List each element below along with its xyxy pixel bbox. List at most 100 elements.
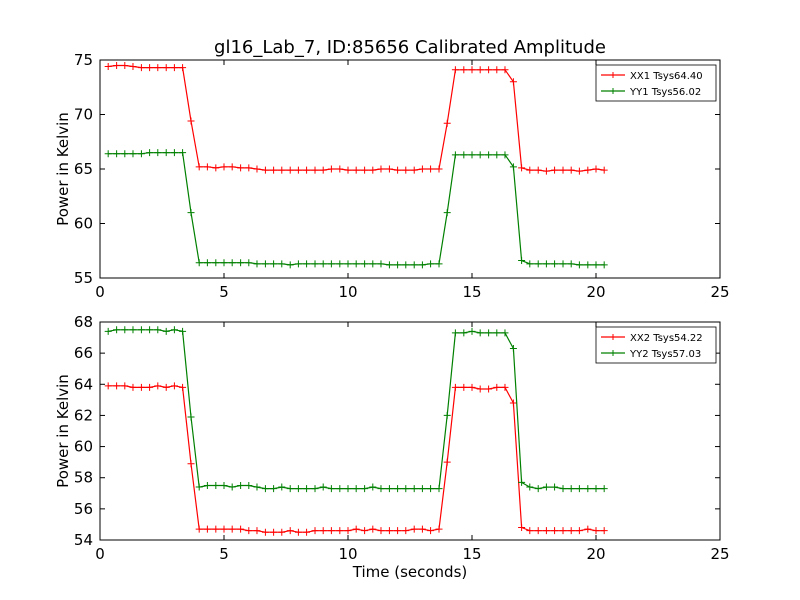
panel-1-series-1-point <box>584 166 592 174</box>
panel-1-series-1-point <box>493 66 501 74</box>
panel-1-series-1-point <box>146 64 154 72</box>
panel-2-series-1-point <box>518 524 526 532</box>
panel-2-series-2-point <box>551 483 559 491</box>
panel-2-series-2-point <box>187 413 195 421</box>
panel-1-series-2-point <box>542 260 550 268</box>
panel-2-series-1-point <box>485 385 493 393</box>
panel-2-series-2-point <box>476 329 484 337</box>
panel-1-series-1-point <box>104 63 112 71</box>
panel-1-series-2-point <box>237 259 245 267</box>
panel-1-series-1-point <box>410 166 418 174</box>
panel-2-series-1-point <box>104 382 112 390</box>
panel-2-series-2-point <box>485 329 493 337</box>
panel-1-legend-box <box>595 64 717 102</box>
panel-2-series-2-point <box>344 485 352 493</box>
panel-1-series-2-point <box>253 260 261 268</box>
panel-1-series-1-point <box>154 64 162 72</box>
panel-1-series-2-point <box>146 149 154 157</box>
panel-1-series-2-point <box>592 261 600 269</box>
panel-2-series-2-point <box>584 485 592 493</box>
panel-1-series-1-point <box>377 165 385 173</box>
panel-2-y-tick-label: 64 <box>74 375 93 393</box>
panel-1-series-1-point <box>567 166 575 174</box>
panel-2-series-2-point <box>104 327 112 335</box>
panel-1-series-2-point <box>319 260 327 268</box>
panel-1-legend-label-2: YY1 Tsys56.02 <box>629 87 701 98</box>
panel-2-y-tick-label: 60 <box>74 438 93 456</box>
panel-2-series-2-point <box>468 327 476 335</box>
panel-1-series-2-point <box>377 260 385 268</box>
panel-2-series-1-point <box>129 383 137 391</box>
panel-1-series-1-point <box>518 164 526 172</box>
panel-1-series-2-point <box>361 260 369 268</box>
panel-2-series-2-point <box>361 485 369 493</box>
panel-2-series-1-point <box>311 527 319 535</box>
panel-1-legend-marker-1 <box>610 72 616 78</box>
panel-1-series-2-point <box>460 151 468 159</box>
panel-1-series-1-point <box>575 167 583 175</box>
panel-1-series-1-point <box>303 166 311 174</box>
panel-1-series-1-point <box>270 166 278 174</box>
panel-2-series-2-point <box>509 344 517 352</box>
panel-2-series-1-point <box>501 383 509 391</box>
top-panel-xx1-yy1: 0 5 10 15 20 25 55 60 65 70 75 Power in Kelvin XX1 T… <box>54 51 730 301</box>
panel-1-y-tick-label: 70 <box>74 106 93 124</box>
panel-1-x-tick-label: 25 <box>710 283 729 301</box>
panel-1-series-1-point <box>278 166 286 174</box>
panel-1-series-1-point <box>460 66 468 74</box>
panel-2-series-2-point <box>113 326 121 334</box>
panel-1-series-2-point <box>220 259 228 267</box>
panel-2-series-1-point <box>113 382 121 390</box>
panel-1-series-1-point <box>542 167 550 175</box>
panel-2-series-1-point <box>146 383 154 391</box>
panel-1-series-2-point <box>203 259 211 267</box>
panel-1-series-1-point <box>551 166 559 174</box>
panel-2-x-tick-label: 5 <box>219 545 229 563</box>
panel-1-series-2-point <box>129 150 137 158</box>
panel-2-series-1-point <box>319 527 327 535</box>
panel-2-series-1-point <box>195 525 203 533</box>
panel-2-series-2-point <box>137 326 145 334</box>
panel-1-series-2-point <box>294 260 302 268</box>
panel-2-series-1-point <box>369 525 377 533</box>
panel-2-series-2-point <box>501 329 509 337</box>
panel-2-series-1-point <box>468 383 476 391</box>
panel-1-series-2-point <box>170 149 178 157</box>
panel-2-y-tick-label: 68 <box>74 313 93 331</box>
panel-2-series-2-point <box>162 327 170 335</box>
panel-2-series-1-point <box>534 527 542 535</box>
panel-2-series-2-point <box>170 326 178 334</box>
panel-1-series-1-point <box>336 165 344 173</box>
panel-2-series-1-point <box>592 527 600 535</box>
panel-1-series-1-point <box>427 165 435 173</box>
panel-2-series-1-point <box>187 460 195 468</box>
panel-1-x-tick-label: 10 <box>338 283 357 301</box>
panel-1-series-1-point <box>121 61 129 69</box>
figure-title: gl16_Lab_7, ID:85656 Calibrated Amplitud… <box>214 37 606 58</box>
panel-1-series-2-point <box>600 261 608 269</box>
panel-1-series-2-point <box>501 151 509 159</box>
panel-2-series-2-point <box>270 485 278 493</box>
panel-2-series-1-point <box>443 458 451 466</box>
panel-1-series-2-point <box>187 209 195 217</box>
panel-2-series-2-point <box>212 482 220 489</box>
panel-2-series-1-point <box>245 527 253 535</box>
panel-1-series-1-point <box>485 66 493 74</box>
panel-2-series-1-point <box>476 385 484 393</box>
panel-1-series-2-point <box>286 261 294 269</box>
panel-2-y-tick-label: 58 <box>74 469 93 487</box>
panel-2-series-1-point <box>253 527 261 535</box>
panel-1-series-2-point <box>551 260 559 268</box>
panel-2-x-tick-label: 10 <box>338 545 357 563</box>
panel-1-series-2-point <box>567 260 575 268</box>
panel-2-series-2-point <box>567 485 575 493</box>
panel-2-y-tick-label: 54 <box>74 531 93 549</box>
panel-1-series-2-point <box>394 261 402 269</box>
panel-2-legend-box <box>595 326 717 364</box>
panel-1-series-1-point <box>468 66 476 74</box>
panel-1-series-2-point <box>534 260 542 268</box>
panel-1-series-1-point <box>451 66 459 74</box>
panel-2-series-1-point <box>402 527 410 535</box>
panel-2-series-1-point <box>509 399 517 407</box>
